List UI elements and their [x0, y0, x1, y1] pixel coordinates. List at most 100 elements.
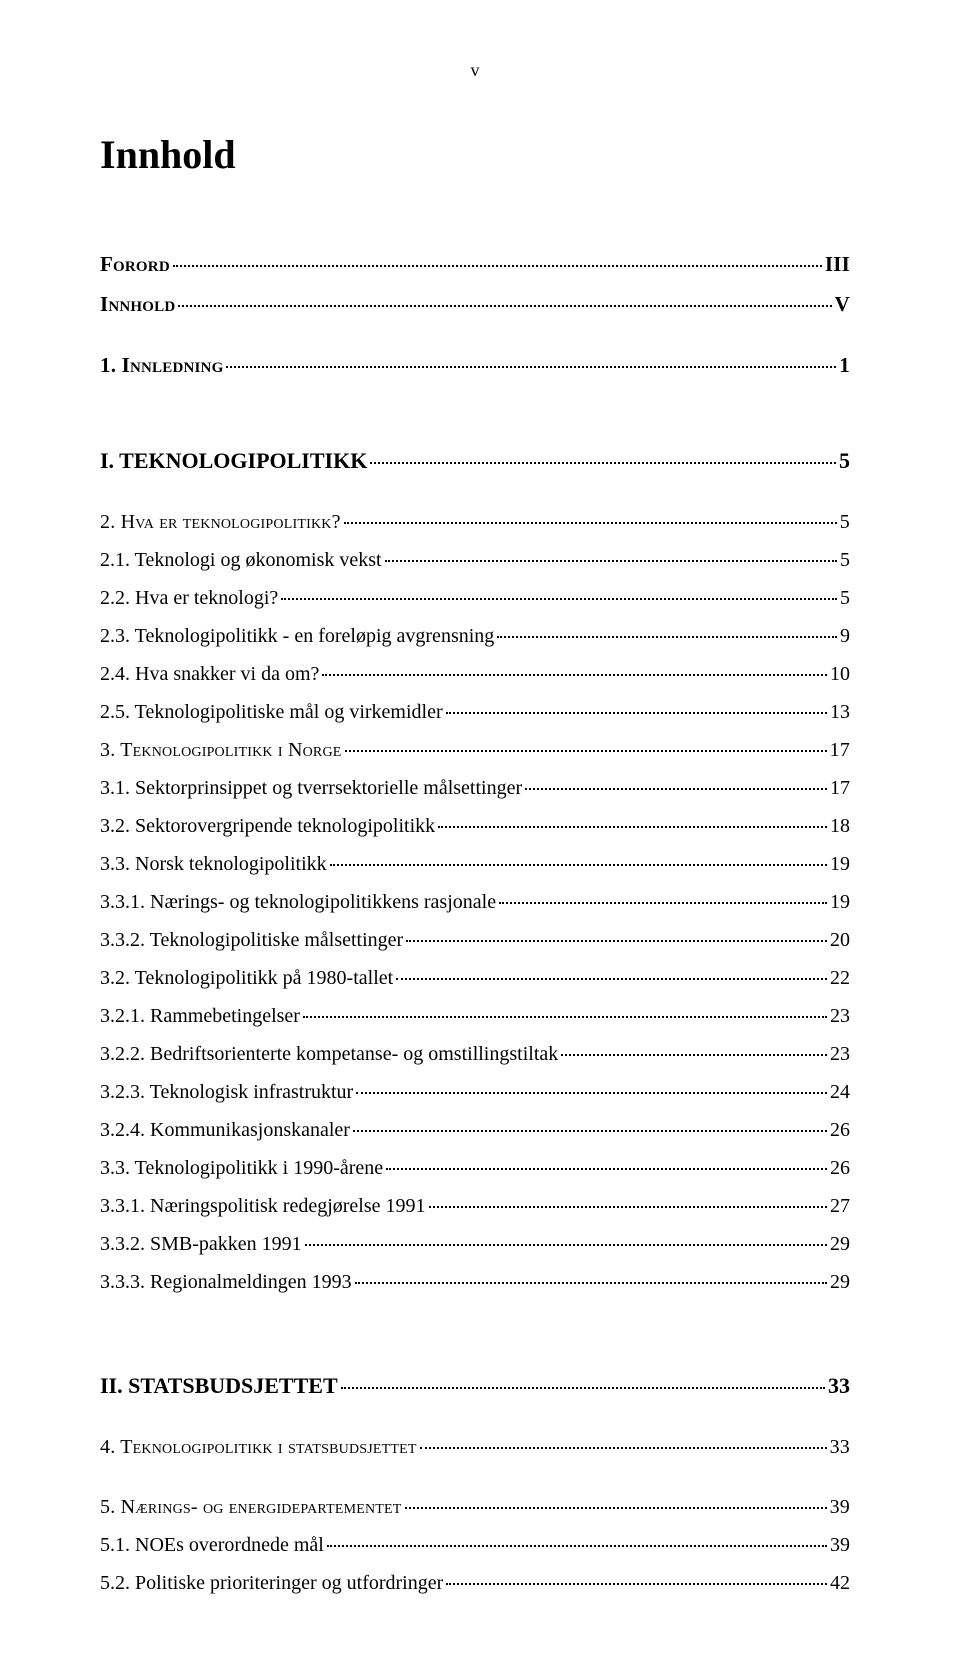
toc-leader: [370, 462, 836, 464]
document-page: v Innhold ForordIII Innhold V 1. Innledning…: [0, 0, 960, 1665]
toc-entry-page: 23: [830, 1038, 850, 1070]
toc-entry: 5. Nærings- og energidepartementet 39: [100, 1491, 850, 1523]
toc-leader: [281, 598, 837, 600]
toc-entry-page: 5: [840, 544, 850, 576]
toc-leader: [438, 826, 827, 828]
toc-entry-label: 3.2.2. Bedriftsorienterte kompetanse- og…: [100, 1038, 558, 1070]
toc-leader: [173, 265, 822, 267]
toc-entry: 2.5. Teknologipolitiske mål og virkemidl…: [100, 696, 850, 728]
toc-entry-page: 33: [830, 1431, 850, 1463]
toc-entry-page: 13: [830, 696, 850, 728]
toc-entry: 3. Teknologipolitikk i Norge17: [100, 734, 850, 766]
toc-leader: [330, 864, 827, 866]
toc-entry: 3.2. Teknologipolitikk på 1980-tallet 22: [100, 962, 850, 994]
toc-leader: [406, 940, 827, 942]
toc-leader: [303, 1016, 827, 1018]
toc-leader: [420, 1447, 827, 1449]
toc-entry: 3.3. Norsk teknologipolitikk 19: [100, 848, 850, 880]
toc-entry-page: 19: [830, 848, 850, 880]
toc-entry: ForordIII: [100, 248, 850, 282]
toc-entry: 3.2.1. Rammebetingelser23: [100, 1000, 850, 1032]
toc-list: ForordIIIInnholdV1. Innledning1I. TEKNOL…: [100, 248, 850, 1599]
toc-entry: 3.1. Sektorprinsippet og tverrsektoriell…: [100, 772, 850, 804]
toc-entry-label: 3.2. Teknologipolitikk på 1980-tallet: [100, 962, 393, 994]
toc-leader: [341, 1387, 825, 1389]
toc-entry-label: 2.4. Hva snakker vi da om?: [100, 658, 319, 690]
toc-entry-label: 5. Nærings- og energidepartementet: [100, 1491, 402, 1523]
toc-entry-page: 33: [828, 1368, 850, 1403]
toc-entry-label: II. STATSBUDSJETTET: [100, 1368, 338, 1403]
toc-entry-page: 17: [830, 772, 850, 804]
toc-leader: [345, 750, 827, 752]
toc-entry: 3.2. Sektorovergripende teknologipolitik…: [100, 810, 850, 842]
toc-leader: [226, 366, 836, 368]
toc-entry: 5.1. NOEs overordnede mål39: [100, 1529, 850, 1561]
toc-leader: [497, 636, 837, 638]
toc-leader: [499, 902, 827, 904]
toc-entry: 3.3.3. Regionalmeldingen 1993 29: [100, 1266, 850, 1298]
toc-entry-label: 2. Hva er teknologipolitikk?: [100, 506, 341, 538]
toc-entry-label: Innhold: [100, 288, 175, 322]
toc-entry-page: 17: [830, 734, 850, 766]
toc-entry: I. TEKNOLOGIPOLITIKK 5: [100, 443, 850, 478]
toc-entry-label: 5.2. Politiske prioriteringer og utfordr…: [100, 1567, 443, 1599]
toc-leader: [353, 1130, 827, 1132]
toc-entry-label: I. TEKNOLOGIPOLITIKK: [100, 443, 367, 478]
toc-entry: 2.3. Teknologipolitikk - en foreløpig av…: [100, 620, 850, 652]
toc-leader: [356, 1092, 827, 1094]
toc-entry: 2. Hva er teknologipolitikk? 5: [100, 506, 850, 538]
toc-entry-page: 5: [840, 582, 850, 614]
toc-entry: 2.4. Hva snakker vi da om? 10: [100, 658, 850, 690]
toc-entry: 2.2. Hva er teknologi? 5: [100, 582, 850, 614]
toc-entry: 3.3.2. Teknologipolitiske målsettinger 20: [100, 924, 850, 956]
toc-leader: [396, 978, 827, 980]
toc-entry-label: 3.3. Norsk teknologipolitikk: [100, 848, 327, 880]
toc-entry: 3.3. Teknologipolitikk i 1990-årene26: [100, 1152, 850, 1184]
toc-entry-page: 39: [830, 1491, 850, 1523]
toc-entry-label: 2.5. Teknologipolitiske mål og virkemidl…: [100, 696, 443, 728]
toc-leader: [405, 1507, 827, 1509]
toc-entry: 5.2. Politiske prioriteringer og utfordr…: [100, 1567, 850, 1599]
toc-entry-page: 22: [830, 962, 850, 994]
toc-entry-page: V: [835, 288, 850, 322]
toc-leader: [385, 560, 837, 562]
toc-entry-label: 1. Innledning: [100, 349, 223, 383]
toc-entry-label: 3.3.1. Næringspolitisk redegjørelse 1991: [100, 1190, 426, 1222]
toc-entry-page: 20: [830, 924, 850, 956]
toc-leader: [525, 788, 827, 790]
toc-entry-page: 26: [830, 1114, 850, 1146]
toc-entry-label: 3.2.3. Teknologisk infrastruktur: [100, 1076, 353, 1108]
toc-entry-page: 5: [840, 506, 850, 538]
toc-entry-label: 3.2.1. Rammebetingelser: [100, 1000, 300, 1032]
toc-leader: [344, 522, 837, 524]
toc-entry-label: 3.1. Sektorprinsippet og tverrsektoriell…: [100, 772, 522, 804]
toc-entry: 4. Teknologipolitikk i statsbudsjettet 33: [100, 1431, 850, 1463]
toc-leader: [429, 1206, 827, 1208]
toc-leader: [355, 1282, 827, 1284]
toc-entry: Innhold V: [100, 288, 850, 322]
toc-entry-label: 3.3.2. Teknologipolitiske målsettinger: [100, 924, 403, 956]
toc-entry-page: 10: [830, 658, 850, 690]
toc-entry-page: 27: [830, 1190, 850, 1222]
toc-entry-label: 3.3.3. Regionalmeldingen 1993: [100, 1266, 352, 1298]
toc-title: Innhold: [100, 131, 850, 178]
toc-leader: [322, 674, 827, 676]
toc-entry-label: 3.3.1. Nærings- og teknologipolitikkens …: [100, 886, 496, 918]
toc-entry-page: 24: [830, 1076, 850, 1108]
toc-entry-page: III: [825, 248, 850, 282]
page-number: v: [100, 60, 850, 81]
toc-entry-page: 29: [830, 1266, 850, 1298]
toc-entry-page: 5: [839, 443, 850, 478]
toc-entry-label: 5.1. NOEs overordnede mål: [100, 1529, 324, 1561]
toc-entry-page: 19: [830, 886, 850, 918]
toc-entry-label: 4. Teknologipolitikk i statsbudsjettet: [100, 1431, 417, 1463]
toc-entry-label: 2.2. Hva er teknologi?: [100, 582, 278, 614]
toc-entry-page: 9: [840, 620, 850, 652]
toc-entry-label: 3.3.2. SMB-pakken 1991: [100, 1228, 302, 1260]
toc-entry-label: 3.3. Teknologipolitikk i 1990-årene: [100, 1152, 383, 1184]
toc-leader: [327, 1545, 827, 1547]
toc-entry-page: 18: [830, 810, 850, 842]
toc-leader: [386, 1168, 827, 1170]
toc-entry-label: 2.3. Teknologipolitikk - en foreløpig av…: [100, 620, 494, 652]
toc-entry: 3.2.2. Bedriftsorienterte kompetanse- og…: [100, 1038, 850, 1070]
